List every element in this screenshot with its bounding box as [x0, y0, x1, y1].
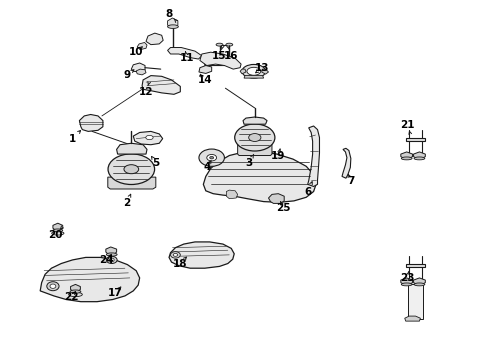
- Polygon shape: [142, 76, 180, 94]
- Polygon shape: [405, 316, 420, 321]
- Text: 3: 3: [245, 158, 252, 168]
- Polygon shape: [226, 190, 238, 199]
- Polygon shape: [53, 223, 63, 230]
- Ellipse shape: [249, 134, 261, 141]
- Polygon shape: [269, 194, 284, 203]
- Text: 13: 13: [255, 63, 270, 73]
- Text: 8: 8: [166, 9, 172, 19]
- Text: 18: 18: [173, 258, 188, 269]
- Ellipse shape: [168, 25, 178, 28]
- Ellipse shape: [207, 154, 217, 161]
- Ellipse shape: [47, 282, 59, 291]
- Polygon shape: [406, 138, 425, 141]
- Polygon shape: [200, 52, 241, 69]
- Text: 25: 25: [276, 203, 291, 213]
- Polygon shape: [414, 278, 425, 284]
- Ellipse shape: [106, 253, 117, 256]
- Polygon shape: [131, 63, 145, 72]
- Ellipse shape: [70, 290, 81, 293]
- Text: 14: 14: [197, 75, 212, 85]
- Ellipse shape: [199, 149, 224, 166]
- Ellipse shape: [414, 157, 425, 160]
- Polygon shape: [117, 143, 147, 154]
- Ellipse shape: [247, 67, 261, 75]
- Polygon shape: [243, 117, 267, 124]
- Polygon shape: [199, 66, 212, 73]
- Text: 19: 19: [271, 150, 286, 161]
- Ellipse shape: [50, 284, 56, 288]
- Polygon shape: [401, 278, 413, 284]
- Text: 2: 2: [123, 198, 130, 208]
- Text: 22: 22: [64, 292, 78, 302]
- Text: 6: 6: [304, 186, 311, 197]
- Text: 12: 12: [139, 87, 153, 97]
- Text: 10: 10: [129, 47, 144, 57]
- Ellipse shape: [226, 43, 233, 46]
- Polygon shape: [414, 152, 425, 158]
- Ellipse shape: [106, 256, 117, 264]
- Text: 17: 17: [108, 288, 122, 298]
- Ellipse shape: [51, 231, 64, 235]
- Polygon shape: [168, 18, 178, 27]
- Polygon shape: [408, 284, 423, 319]
- Polygon shape: [240, 69, 246, 74]
- Ellipse shape: [216, 43, 223, 46]
- Polygon shape: [146, 33, 163, 45]
- Ellipse shape: [242, 64, 266, 78]
- Polygon shape: [406, 264, 425, 267]
- Ellipse shape: [210, 156, 214, 159]
- Ellipse shape: [414, 283, 425, 286]
- Polygon shape: [244, 76, 264, 78]
- Ellipse shape: [171, 252, 180, 258]
- Polygon shape: [169, 242, 234, 268]
- Text: 15: 15: [212, 51, 227, 61]
- Text: 16: 16: [224, 51, 239, 61]
- Ellipse shape: [401, 283, 412, 286]
- Polygon shape: [71, 284, 80, 291]
- Ellipse shape: [53, 229, 63, 232]
- Ellipse shape: [124, 165, 139, 174]
- Polygon shape: [79, 114, 103, 131]
- Polygon shape: [238, 145, 272, 156]
- Ellipse shape: [108, 154, 155, 185]
- Polygon shape: [136, 69, 146, 75]
- Ellipse shape: [173, 253, 177, 256]
- Text: 20: 20: [48, 230, 62, 240]
- Text: 23: 23: [400, 273, 415, 283]
- Polygon shape: [203, 152, 316, 202]
- Text: 9: 9: [124, 70, 131, 80]
- Polygon shape: [308, 126, 319, 186]
- Polygon shape: [137, 42, 147, 50]
- Ellipse shape: [109, 258, 114, 262]
- Polygon shape: [40, 257, 140, 302]
- Ellipse shape: [146, 135, 153, 140]
- Ellipse shape: [235, 124, 275, 151]
- Polygon shape: [106, 247, 117, 254]
- Text: 4: 4: [203, 162, 211, 172]
- Polygon shape: [108, 177, 156, 189]
- Ellipse shape: [69, 292, 82, 297]
- Polygon shape: [401, 152, 413, 158]
- Polygon shape: [262, 69, 269, 74]
- Text: 24: 24: [99, 255, 114, 265]
- Text: 11: 11: [180, 53, 195, 63]
- Polygon shape: [168, 48, 202, 59]
- Text: 21: 21: [400, 120, 415, 130]
- Polygon shape: [133, 131, 163, 145]
- Text: 1: 1: [69, 134, 76, 144]
- Ellipse shape: [401, 157, 412, 160]
- Text: 5: 5: [152, 158, 159, 168]
- Polygon shape: [342, 148, 351, 178]
- Text: 7: 7: [347, 176, 355, 186]
